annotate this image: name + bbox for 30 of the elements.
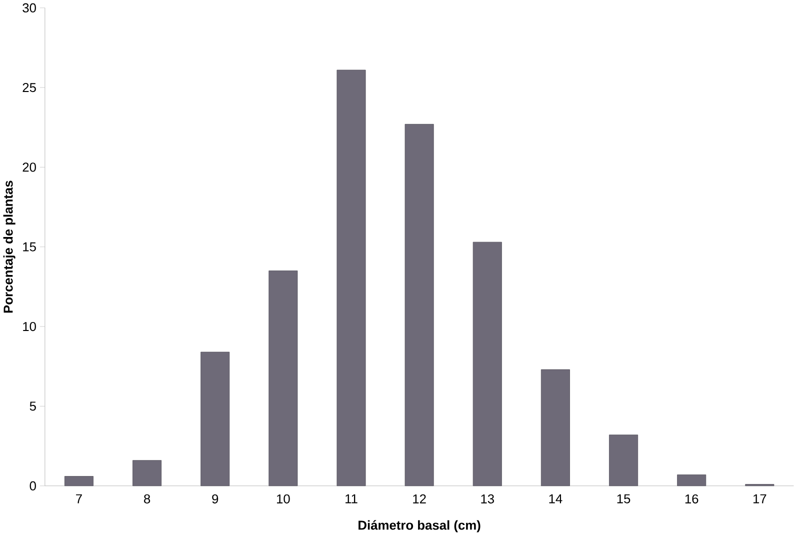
x-tick-label: 9 (212, 494, 218, 504)
x-tick-label: 8 (144, 494, 150, 504)
x-tick-label: 14 (549, 494, 562, 504)
x-tick-label: 16 (685, 494, 698, 504)
x-tick-label: 7 (76, 494, 82, 504)
x-tick-label: 10 (276, 494, 290, 504)
bar (336, 70, 366, 486)
bar (472, 242, 502, 486)
y-tick-label: 5 (30, 402, 36, 411)
bar (268, 270, 298, 486)
y-tick-label: 10 (23, 322, 36, 332)
y-tick-label: 25 (22, 83, 36, 92)
bar (609, 434, 638, 486)
bar (540, 370, 570, 486)
bar (404, 124, 434, 486)
y-axis-title: Porcentaje de plantas (3, 180, 16, 313)
x-tick-label: 11 (346, 494, 358, 504)
bar (64, 476, 94, 486)
y-tick-label: 0 (30, 481, 36, 491)
x-tick-label: 15 (617, 494, 630, 504)
x-tick-label: 17 (753, 494, 766, 504)
x-tick-label: 12 (413, 494, 426, 504)
bar (677, 474, 706, 486)
x-tick-label: 13 (481, 494, 494, 504)
y-tick-label: 30 (22, 3, 36, 13)
bar (200, 352, 230, 486)
y-tick-label: 20 (22, 162, 36, 172)
x-axis-title: Diámetro basal (cm) (358, 520, 480, 532)
bar (132, 460, 162, 486)
y-tick-label: 15 (23, 242, 36, 252)
